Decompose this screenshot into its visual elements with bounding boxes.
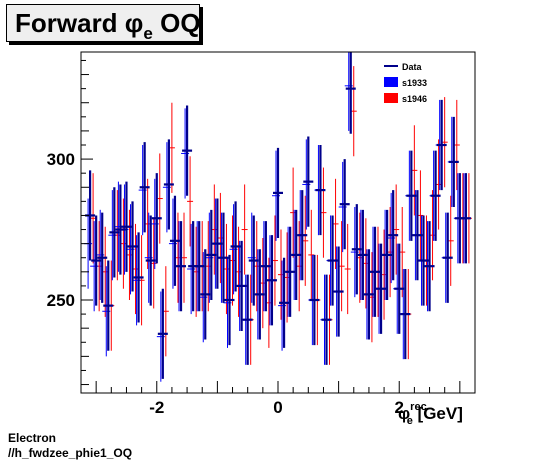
x-axis-label: φrec e [GeV] — [398, 401, 463, 427]
title-symbol: φ — [124, 8, 144, 38]
footer-label: Electron — [8, 431, 57, 445]
y-tick-label: 300 — [47, 150, 75, 169]
data-points — [84, 52, 472, 382]
series-Data — [85, 52, 471, 379]
x-tick-label: -2 — [149, 398, 164, 417]
legend-swatch — [384, 77, 398, 87]
xlabel-superscript: rec — [410, 401, 427, 413]
title-main: Forward — [15, 8, 125, 38]
legend: Data s1933 s1946 — [384, 62, 427, 104]
x-tick-label: 2 — [394, 398, 403, 417]
title-box: Forward φe OQ — [6, 4, 201, 43]
chart-title: Forward φe OQ — [15, 8, 201, 43]
title-subscript: e — [143, 24, 153, 43]
xlabel-unit: [GeV] — [412, 404, 463, 423]
y-tick-label: 250 — [47, 291, 75, 310]
series-s1946 — [90, 66, 472, 365]
legend-swatch — [384, 93, 398, 103]
title-suffix: OQ — [152, 8, 201, 38]
xlabel-symbol: φ — [398, 404, 411, 423]
xlabel-subscript: e — [406, 415, 413, 427]
x-tick-label: 0 — [273, 398, 282, 417]
x-axis: -2 0 2 — [95, 381, 461, 417]
y-axis: 250 300 — [47, 59, 93, 386]
legend-label: s1933 — [402, 78, 427, 88]
legend-label: s1946 — [402, 94, 427, 104]
footer-path: //h_fwdzee_phie1_OQ — [8, 446, 133, 460]
legend-label: Data — [402, 62, 423, 72]
